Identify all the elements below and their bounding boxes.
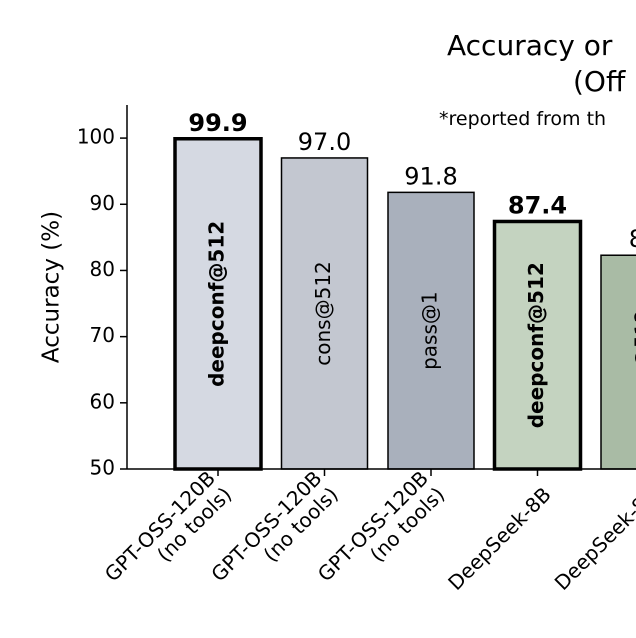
bar: [492, 219, 583, 471]
chart-title: Accuracy or: [447, 29, 613, 62]
method-label: cons@512: [311, 261, 335, 366]
chart-subtitle: *reported from th: [439, 108, 606, 130]
x-tick-label: DeepSeek-8B: [550, 482, 636, 595]
x-tick-label-line: DeepSeek-8B: [550, 482, 636, 595]
y-axis-label: Accuracy (%): [39, 211, 65, 363]
y-tick-label: 70: [90, 323, 115, 347]
value-label: 87.4: [508, 191, 567, 219]
bar: [387, 191, 475, 470]
value-label: 99.9: [188, 109, 247, 137]
value-label: 97.0: [298, 128, 351, 156]
bar: [600, 254, 636, 470]
y-tick-label: 80: [90, 257, 115, 281]
method-label: cons@512: [631, 310, 636, 415]
bar: [280, 157, 369, 470]
y-tick-label: 50: [90, 456, 115, 480]
chart-title-line2: (Off: [573, 65, 626, 98]
y-tick-label: 90: [90, 191, 115, 215]
x-tick-label: GPT-OSS-120B(no tools): [313, 466, 449, 586]
y-tick-label: 60: [90, 389, 115, 413]
method-label: deepconf@512: [205, 221, 229, 387]
method-label: deepconf@512: [524, 262, 548, 428]
method-label: pass@1: [418, 291, 442, 370]
value-label: 82: [629, 225, 636, 253]
y-tick-label: 100: [77, 125, 115, 149]
value-label: 91.8: [404, 162, 457, 190]
x-tick-label: DeepSeek-8B: [443, 482, 556, 595]
x-tick-label-line: DeepSeek-8B: [443, 482, 556, 595]
x-tick-label: GPT-OSS-120B(no tools): [206, 466, 342, 586]
x-tick-label: GPT-OSS-120B(no tools): [100, 466, 236, 586]
